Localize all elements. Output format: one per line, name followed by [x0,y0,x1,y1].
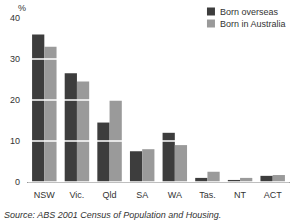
svg-text:10: 10 [10,136,20,146]
svg-text:SA: SA [136,190,148,200]
svg-text:Tas.: Tas. [199,190,216,200]
svg-text:Born overseas: Born overseas [220,7,279,17]
svg-text:%: % [18,3,26,13]
svg-text:ACT: ACT [264,190,283,200]
svg-text:40: 40 [10,13,20,23]
svg-text:0: 0 [15,177,20,187]
svg-text:Qld: Qld [103,190,117,200]
svg-text:NT: NT [234,190,246,200]
svg-text:Born in Australia: Born in Australia [220,19,286,29]
svg-text:Vic.: Vic. [70,190,85,200]
svg-text:NSW: NSW [34,190,56,200]
svg-text:WA: WA [168,190,182,200]
svg-text:30: 30 [10,54,20,64]
svg-text:20: 20 [10,95,20,105]
svg-text:Source: ABS 2001 Census of Pop: Source: ABS 2001 Census of Population an… [4,210,221,220]
